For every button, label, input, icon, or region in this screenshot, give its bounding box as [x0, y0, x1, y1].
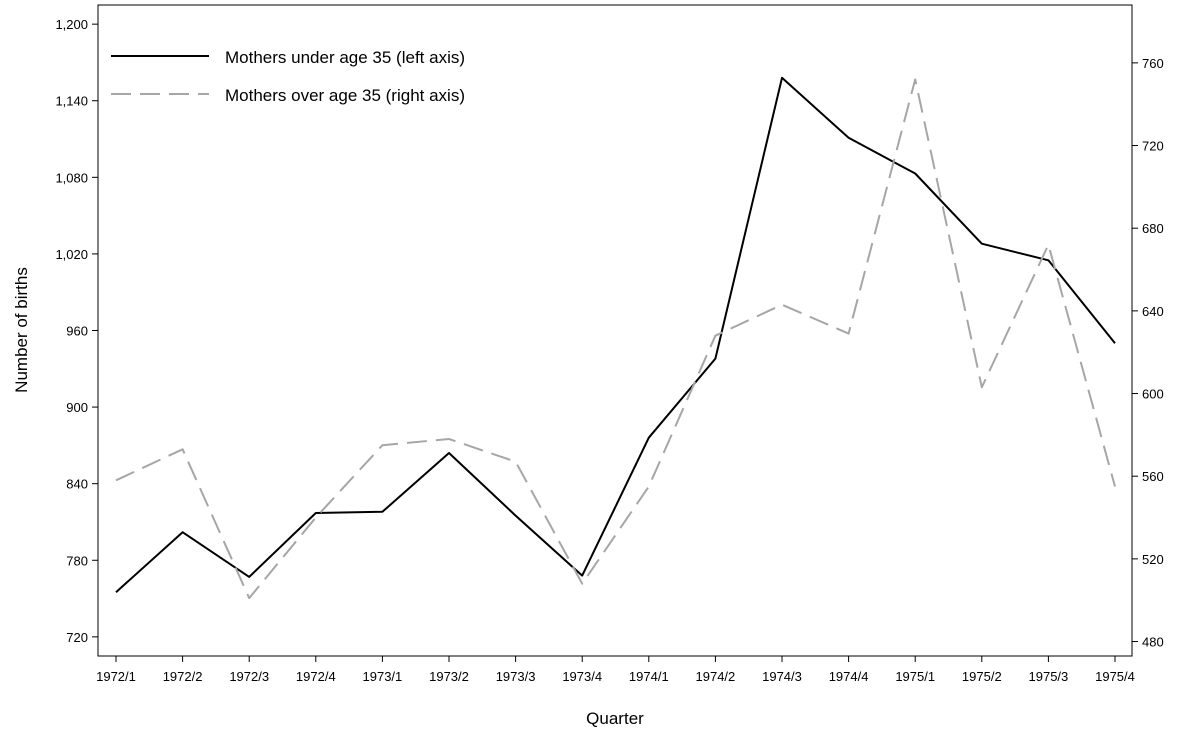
left-axis-tick-label: 1,080	[55, 170, 88, 185]
x-axis-tick-label: 1973/1	[363, 669, 403, 684]
series-layer	[115, 76, 1116, 600]
right-axis-tick-label: 520	[1142, 552, 1164, 567]
x-axis-tick-label: 1975/4	[1095, 669, 1135, 684]
x-axis-tick-label: 1974/3	[762, 669, 802, 684]
x-axis-tick-label: 1975/3	[1029, 669, 1069, 684]
left-axis-tick-label: 1,020	[55, 247, 88, 262]
x-axis-title: Quarter	[586, 709, 644, 728]
x-axis-tick-label: 1975/2	[962, 669, 1002, 684]
legend-label-under-35: Mothers under age 35 (left axis)	[225, 48, 465, 67]
left-axis: 720 780 840 900 960 1,020 1,080 1,140 1,200	[55, 17, 98, 645]
left-axis-tick-label: 720	[66, 630, 88, 645]
x-axis-tick-label: 1972/3	[229, 669, 269, 684]
left-axis-tick-label: 960	[66, 324, 88, 339]
x-axis-tick-label: 1972/4	[296, 669, 336, 684]
left-axis-tick-label: 840	[66, 477, 88, 492]
legend: Mothers under age 35 (left axis) Mothers…	[111, 48, 465, 105]
right-axis-tick-label: 600	[1142, 387, 1164, 402]
right-axis-tick-label: 720	[1142, 139, 1164, 154]
series-line-over-35	[115, 78, 1116, 600]
left-axis-tick-label: 1,140	[55, 94, 88, 109]
x-axis-tick-label: 1973/4	[562, 669, 602, 684]
x-axis-tick-label: 1975/1	[895, 669, 935, 684]
right-axis-tick-label: 480	[1142, 635, 1164, 650]
left-axis-tick-label: 900	[66, 400, 88, 415]
x-axis: 1972/1 1972/2 1972/3 1972/4 1973/1 1973/2 1973…	[96, 656, 1135, 684]
series-line-under-35	[115, 76, 1116, 593]
right-axis: 480 520 560 600 640 680 720 760	[1132, 56, 1164, 650]
left-axis-tick-label: 780	[66, 553, 88, 568]
right-axis-tick-label: 560	[1142, 469, 1164, 484]
right-axis-tick-label: 680	[1142, 221, 1164, 236]
x-axis-tick-label: 1974/1	[629, 669, 669, 684]
x-axis-tick-label: 1974/2	[696, 669, 736, 684]
right-axis-tick-label: 640	[1142, 304, 1164, 319]
right-axis-tick-label: 760	[1142, 56, 1164, 71]
x-axis-tick-label: 1973/2	[429, 669, 469, 684]
left-axis-tick-label: 1,200	[55, 17, 88, 32]
y-axis-title: Number of births	[12, 267, 31, 393]
legend-label-over-35: Mothers over age 35 (right axis)	[225, 86, 465, 105]
x-axis-tick-label: 1972/1	[96, 669, 136, 684]
x-axis-tick-label: 1972/2	[163, 669, 203, 684]
x-axis-tick-label: 1973/3	[496, 669, 536, 684]
x-axis-tick-label: 1974/4	[829, 669, 869, 684]
